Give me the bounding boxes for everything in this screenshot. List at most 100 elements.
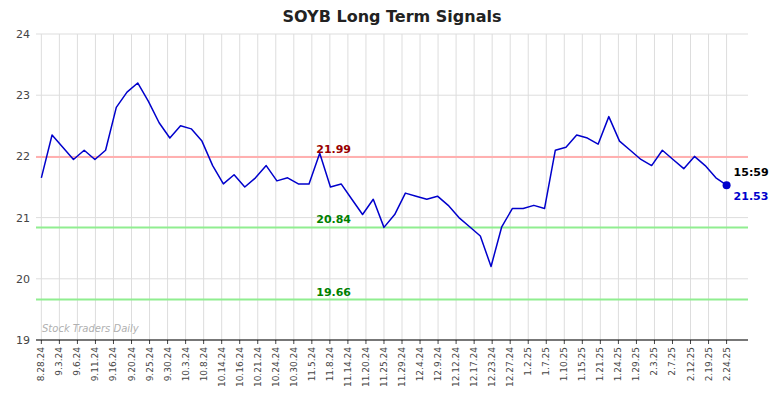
last-price-label: 21.53 (734, 190, 769, 203)
y-grid-line (36, 340, 748, 341)
x-grid-line (492, 34, 493, 340)
last-point (723, 181, 731, 189)
price-line (41, 83, 726, 267)
x-tick-label: 9.11.24 (90, 347, 100, 382)
x-tick-label: 9.3.24 (54, 347, 64, 376)
x-grid-line (293, 34, 294, 340)
reference-line (36, 226, 748, 228)
x-tick-label: 9.25.24 (145, 347, 155, 382)
y-tick-label: 23 (16, 89, 30, 102)
x-grid-line (113, 34, 114, 340)
x-tick-label: 10.8.24 (199, 347, 209, 382)
x-tick-label: 9.6.24 (72, 347, 82, 376)
x-tick-label: 1.2.25 (523, 347, 533, 376)
x-tick-label: 11.14.24 (343, 347, 353, 387)
x-tick-label: 2.12.25 (686, 347, 696, 381)
y-grid-line (36, 156, 748, 157)
x-tick-label: 1.7.25 (541, 347, 551, 376)
x-grid-line (275, 34, 276, 340)
x-grid-line (41, 34, 42, 340)
x-grid-line (672, 34, 673, 340)
x-tick-label: 10.30.24 (289, 347, 299, 387)
x-grid-line (600, 34, 601, 340)
plot-area (36, 83, 748, 300)
x-tick-label: 1.15.25 (577, 347, 587, 381)
x-tick-label: 10.3.24 (181, 347, 191, 382)
x-tick-label: 10.14.24 (217, 347, 227, 387)
x-tick-label: 11.5.24 (307, 347, 317, 382)
x-grid-line (582, 34, 583, 340)
x-grid-line (59, 34, 60, 340)
x-tick-label: 11.29.24 (397, 347, 407, 387)
x-grid-line (708, 34, 709, 340)
chart: SOYB Long Term Signals 19 20 21 22 23 24 8.28.2… (0, 0, 784, 398)
x-grid-line (203, 34, 204, 340)
x-tick-label: 11.20.24 (361, 347, 371, 387)
reference-line (36, 156, 748, 158)
x-grid-line (690, 34, 691, 340)
x-grid-line (420, 34, 421, 340)
x-grid-line (456, 34, 457, 340)
x-grid-line (402, 34, 403, 340)
x-grid-line (149, 34, 150, 340)
x-grid-line (131, 34, 132, 340)
y-grid-line (36, 278, 748, 279)
x-tick-label: 12.4.24 (415, 347, 425, 382)
x-grid-line (546, 34, 547, 340)
x-grid-line (185, 34, 186, 340)
x-tick-label: 12.17.24 (469, 347, 479, 387)
x-tick-label: 11.25.24 (379, 347, 389, 387)
x-grid-line (510, 34, 511, 340)
y-tick-label: 21 (16, 212, 30, 225)
x-tick-label: 10.16.24 (235, 347, 245, 387)
x-tick-label: 9.30.24 (163, 347, 173, 382)
x-tick-label: 1.21.25 (595, 347, 605, 381)
y-tick-label: 24 (16, 28, 30, 41)
x-tick-label: 2.7.25 (667, 347, 677, 376)
x-tick-label: 12.23.24 (487, 347, 497, 387)
x-tick-label: 11.8.24 (325, 347, 335, 382)
x-tick-label: 10.24.24 (271, 347, 281, 387)
x-tick-label: 9.20.24 (127, 347, 137, 382)
y-tick-label: 22 (16, 150, 30, 163)
x-tick-label: 1.10.25 (559, 347, 569, 381)
x-grid-line (257, 34, 258, 340)
watermark: Stock Traders Daily (42, 323, 140, 334)
x-tick-label: 12.12.24 (451, 347, 461, 387)
y-grid-line (36, 34, 748, 35)
x-tick-label: 2.19.25 (704, 347, 714, 381)
x-grid-line (438, 34, 439, 340)
x-grid-line (77, 34, 78, 340)
x-axis-line (36, 339, 748, 340)
x-grid-line (528, 34, 529, 340)
x-grid-line (311, 34, 312, 340)
title: SOYB Long Term Signals (283, 7, 502, 26)
x-grid-line (474, 34, 475, 340)
x-tick-label: 1.24.25 (613, 347, 623, 381)
x-grid-line (618, 34, 619, 340)
x-tick-label: 10.21.24 (253, 347, 263, 387)
x-tick-label: 9.16.24 (108, 347, 118, 382)
x-grid-line (365, 34, 366, 340)
reference-label: 20.84 (316, 213, 351, 226)
x-tick-label: 8.28.24 (36, 347, 46, 382)
grid (36, 34, 748, 340)
y-grid-line (36, 95, 748, 96)
x-grid-line (636, 34, 637, 340)
x-tick-label: 2.3.25 (649, 347, 659, 376)
reference-line (36, 299, 748, 301)
x-grid-line (95, 34, 96, 340)
x-tick-label: 1.29.25 (631, 347, 641, 381)
last-time-label: 15:59 (734, 166, 769, 179)
y-tick-label: 19 (16, 334, 30, 347)
x-tick-label: 2.24.25 (722, 347, 732, 381)
x-tick-label: 12.9.24 (433, 347, 443, 382)
x-grid-line (383, 34, 384, 340)
x-grid-line (239, 34, 240, 340)
y-tick-label: 20 (16, 273, 30, 286)
x-grid-line (167, 34, 168, 340)
x-grid-line (654, 34, 655, 340)
x-tick-label: 12.27.24 (505, 347, 515, 387)
x-grid-line (564, 34, 565, 340)
reference-label: 19.66 (316, 286, 351, 299)
